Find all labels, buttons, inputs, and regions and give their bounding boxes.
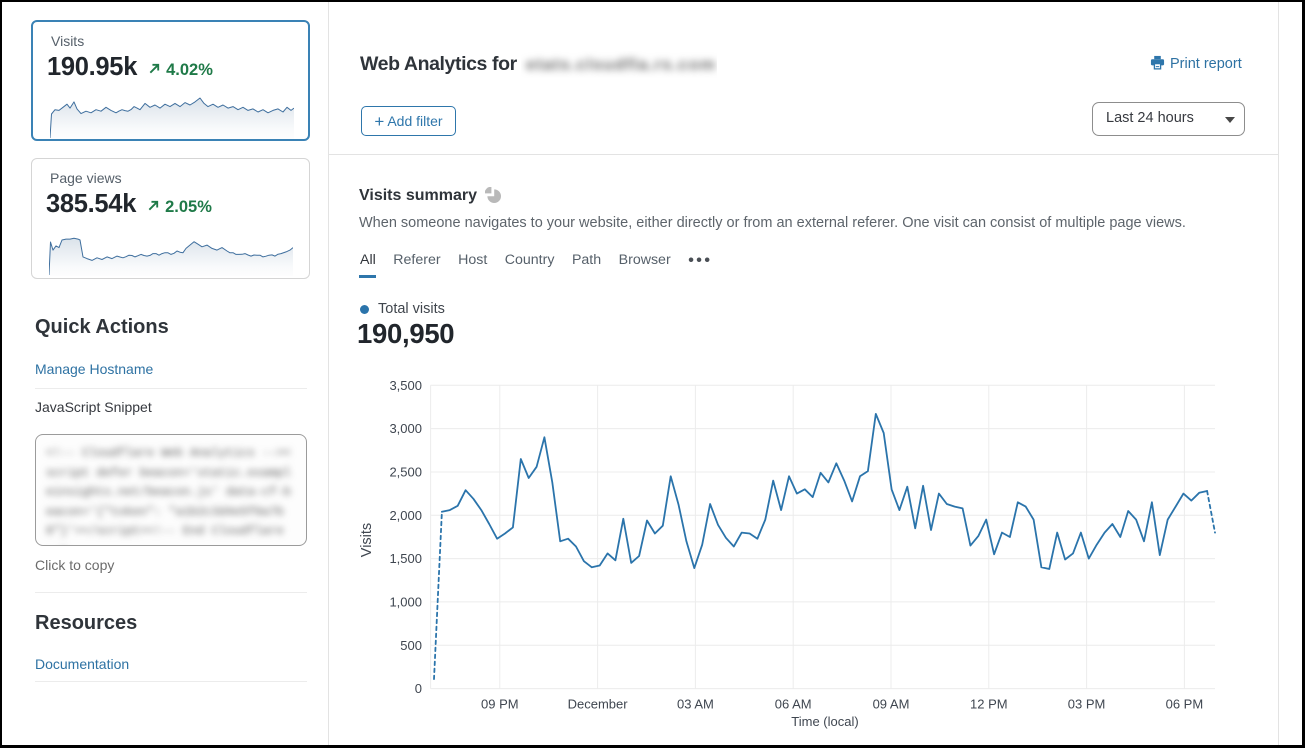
svg-text:500: 500 [400, 638, 422, 653]
svg-text:3,000: 3,000 [389, 421, 422, 436]
svg-text:12 PM: 12 PM [970, 697, 1008, 712]
svg-text:06 PM: 06 PM [1166, 697, 1204, 712]
svg-text:Visits: Visits [359, 523, 375, 557]
svg-text:December: December [568, 697, 629, 712]
svg-text:Time (local): Time (local) [791, 714, 858, 729]
svg-text:2,500: 2,500 [389, 465, 422, 480]
svg-text:03 AM: 03 AM [677, 697, 714, 712]
svg-text:3,500: 3,500 [389, 378, 422, 393]
svg-text:06 AM: 06 AM [775, 697, 812, 712]
svg-text:1,000: 1,000 [389, 594, 422, 609]
svg-text:2,000: 2,000 [389, 508, 422, 523]
svg-text:09 AM: 09 AM [873, 697, 910, 712]
svg-text:1,500: 1,500 [389, 551, 422, 566]
svg-text:03 PM: 03 PM [1068, 697, 1106, 712]
svg-text:09 PM: 09 PM [481, 697, 519, 712]
svg-text:0: 0 [415, 681, 422, 696]
